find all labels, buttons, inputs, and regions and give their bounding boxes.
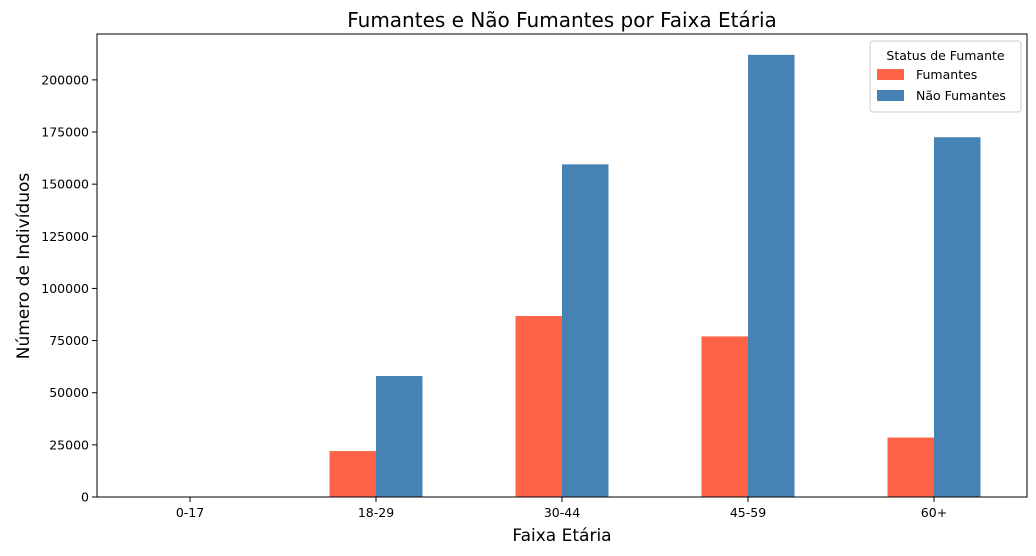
- bar-fumantes-60: [887, 437, 934, 497]
- x-tick-label: 0-17: [176, 505, 204, 520]
- legend-swatch-fumantes: [877, 69, 904, 80]
- y-tick-label: 125000: [41, 229, 89, 244]
- plot-frame: [96, 33, 1028, 498]
- x-tick-label: 60+: [921, 505, 947, 520]
- y-tick-label: 150000: [41, 177, 89, 192]
- y-tick-label: 200000: [41, 72, 89, 87]
- plot-area: 0-17 18-29 30-44 45-59 60+ 0 25000 50000 75000 10…: [41, 33, 1028, 520]
- x-tick-label: 45-59: [730, 505, 766, 520]
- bar-n-o-fumantes-3044: [562, 164, 609, 497]
- y-tick-label: 50000: [49, 385, 89, 400]
- y-tick-label: 175000: [41, 125, 89, 140]
- bar-n-o-fumantes-1829: [376, 376, 423, 497]
- y-tick-label: 100000: [41, 281, 89, 296]
- legend-label-n-o-fumantes: Não Fumantes: [916, 88, 1006, 103]
- legend: Status de Fumante Fumantes Não Fumantes: [869, 40, 1022, 113]
- bar-fumantes-1829: [329, 451, 376, 497]
- bar-fumantes-4559: [701, 336, 748, 497]
- y-tick-label: 0: [81, 490, 89, 505]
- bar-fumantes-3044: [515, 315, 562, 497]
- legend-box: [869, 40, 1022, 113]
- y-tick-label: 75000: [49, 333, 89, 348]
- legend-swatch-n-o-fumantes: [877, 90, 904, 101]
- chart-title: Fumantes e Não Fumantes por Faixa Etária: [347, 8, 777, 32]
- x-axis-label: Faixa Etária: [512, 526, 611, 546]
- x-tick-label: 18-29: [358, 505, 394, 520]
- y-axis-label: Número de Indivíduos: [14, 173, 34, 360]
- bar-n-o-fumantes-4559: [748, 54, 795, 497]
- y-tick-label: 25000: [49, 437, 89, 452]
- legend-title: Status de Fumante: [886, 48, 1004, 63]
- bar-n-o-fumantes-60: [934, 137, 981, 497]
- legend-label-fumantes: Fumantes: [916, 67, 977, 82]
- x-tick-label: 30-44: [544, 505, 580, 520]
